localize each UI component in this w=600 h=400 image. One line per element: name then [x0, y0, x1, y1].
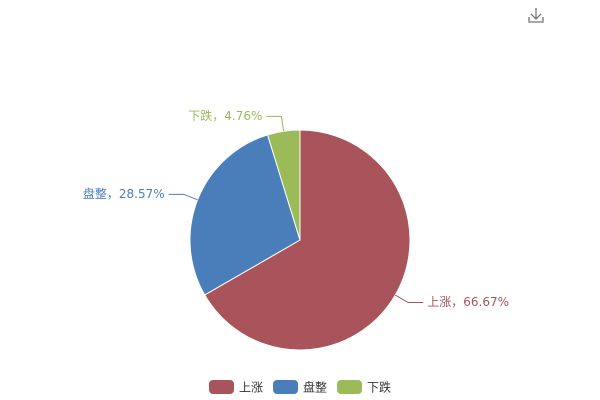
- legend-label: 下跌: [367, 380, 391, 395]
- legend-swatch: [209, 380, 234, 394]
- leader-line: [395, 294, 424, 304]
- data-label: 盘整，28.57%: [83, 186, 165, 201]
- pie-slice: [266, 129, 301, 241]
- data-label: 上涨，66.67%: [427, 294, 509, 309]
- legend-swatch: [273, 380, 299, 394]
- pie-slice: [189, 134, 301, 296]
- leader-line: [266, 115, 285, 132]
- data-label: 下跌，4.76%: [188, 108, 262, 123]
- pie-slice: [204, 129, 411, 351]
- download-icon[interactable]: [528, 8, 544, 23]
- legend-label: 上涨: [239, 380, 263, 395]
- legend-swatch: [337, 380, 363, 394]
- legend-label: 盘整: [303, 380, 327, 395]
- leader-line: [168, 193, 198, 201]
